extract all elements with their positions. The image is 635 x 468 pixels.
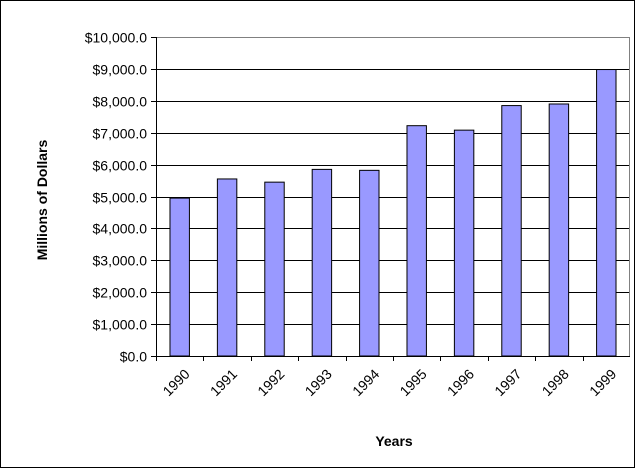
bar-1995: [406, 125, 427, 357]
bar-1993: [311, 168, 333, 357]
x-tick-labels: 1990 1991 1992 1993 1994 1995 1996 1997 1998 1999: [159, 366, 619, 399]
x-tick-label: 1999: [586, 366, 619, 399]
x-axis-title: Years: [375, 433, 413, 449]
y-tick-label: $2,000.0: [93, 285, 148, 301]
bar-1999: [596, 69, 617, 357]
bars: [169, 69, 617, 357]
y-tick-label: $3,000.0: [93, 253, 148, 269]
bar-1998: [548, 103, 570, 357]
bar-1997: [501, 105, 522, 357]
y-tick-label: $6,000.0: [93, 158, 148, 174]
y-tick-label: $8,000.0: [93, 94, 148, 110]
x-tick-label: 1996: [444, 366, 477, 399]
y-tick-label: $7,000.0: [93, 126, 148, 142]
y-tick-label: $4,000.0: [93, 221, 148, 237]
y-tick-label: $10,000.0: [85, 30, 147, 46]
x-tick-label: 1998: [539, 366, 572, 399]
x-tick-label: 1995: [396, 366, 429, 399]
x-tick-label: 1993: [302, 366, 335, 399]
x-tick-label: 1994: [349, 366, 382, 399]
y-tick-label: $1,000.0: [93, 317, 148, 333]
y-axis-title: Millions of Dollars: [34, 140, 50, 261]
bar-1996: [453, 129, 475, 357]
bar-1991: [216, 178, 238, 357]
bar-1994: [359, 169, 380, 357]
x-tick-label: 1990: [159, 366, 192, 399]
x-tick-label: 1997: [491, 366, 524, 399]
y-tick-labels: $0.0 $1,000.0 $2,000.0 $3,000.0 $4,000.0 $5,0…: [85, 30, 148, 365]
x-tick-label: 1992: [254, 366, 287, 399]
y-tick-label: $5,000.0: [93, 190, 148, 206]
y-tick-label: $0.0: [120, 349, 147, 365]
x-tick-label: 1991: [207, 366, 240, 399]
bar-1992: [264, 181, 285, 357]
axes: [151, 37, 630, 361]
y-tick-label: $9,000.0: [93, 62, 148, 78]
bar-1990: [169, 197, 190, 357]
